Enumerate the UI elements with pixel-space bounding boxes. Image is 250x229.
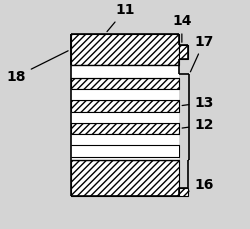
Text: 11: 11 [107,3,135,32]
Bar [70,78,180,89]
Bar [180,45,188,59]
Bar [180,188,188,196]
Bar [70,160,180,196]
Bar [70,100,180,112]
Bar [70,134,180,145]
Text: 18: 18 [6,51,68,84]
Bar [70,89,180,100]
Bar [70,34,180,65]
Text: 13: 13 [182,95,214,109]
Text: 14: 14 [172,14,192,42]
Text: 16: 16 [188,178,214,192]
Bar [70,145,180,157]
Bar [70,145,180,160]
Bar [70,65,180,78]
Text: 17: 17 [190,35,214,72]
Text: 12: 12 [182,118,214,132]
Bar [70,112,180,123]
Bar [70,123,180,134]
